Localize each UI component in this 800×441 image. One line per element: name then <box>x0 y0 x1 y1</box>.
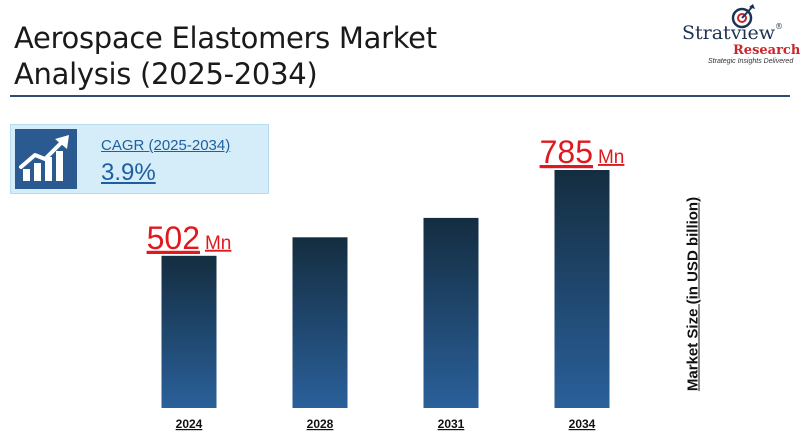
title-divider <box>10 95 790 97</box>
bar-2031 <box>423 217 479 408</box>
cagr-label: CAGR (2025-2034) <box>101 137 231 154</box>
logo-subtitle: Research <box>733 43 800 58</box>
bar-2028 <box>292 237 348 408</box>
title-line-2: Analysis (2025-2034) <box>14 57 318 91</box>
cagr-box: CAGR (2025-2034) 3.9% <box>10 124 269 194</box>
logo-tagline: Strategic Insights Delivered <box>708 58 794 65</box>
y-axis-label: Market Size (in USD billion) <box>684 196 702 392</box>
x-tick-label: 2034 <box>569 417 596 431</box>
cagr-value: 3.9% <box>101 159 156 186</box>
bar-2024 <box>161 255 217 408</box>
page-title: Aerospace Elastomers Market Analysis (20… <box>14 20 437 92</box>
stratview-logo: Stratview® Research Strategic Insights D… <box>640 4 800 70</box>
logo-brand: Stratview® <box>682 22 784 44</box>
target-icon <box>731 4 755 29</box>
title-line-1: Aerospace Elastomers Market <box>14 21 437 55</box>
data-label-2024: 502 Mn <box>147 220 232 256</box>
x-tick-label: 2031 <box>438 417 465 431</box>
data-label-2034: 785 Mn <box>540 134 625 170</box>
bar-2034 <box>554 170 610 408</box>
growth-chart-icon <box>15 129 77 189</box>
x-tick-label: 2028 <box>307 417 334 431</box>
x-tick-label: 2024 <box>176 417 203 431</box>
